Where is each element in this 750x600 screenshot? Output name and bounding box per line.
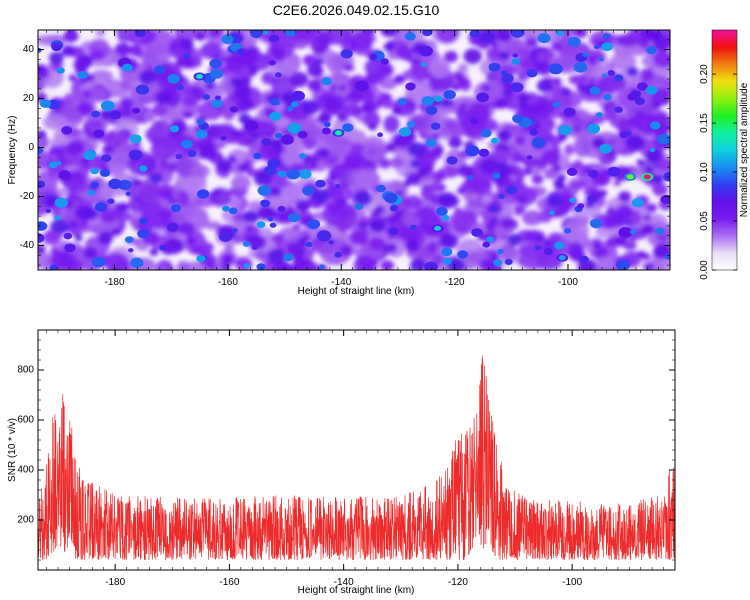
- snr-series-line: [38, 355, 675, 561]
- snr-ticks: -180 -160 -140 -120 -100 200 400 600 800: [17, 329, 676, 588]
- spectrogram-peak-4: [431, 224, 444, 233]
- spectrogram-peak-3: [193, 72, 206, 81]
- spectrogram-peak-5: [556, 253, 569, 262]
- spectrogram-image: [38, 30, 670, 270]
- spectrogram-xtick-label-1: -160: [218, 277, 238, 288]
- colorbar: 0.00 0.05 0.10 0.15 0.20 Normalized spectral…: [699, 29, 750, 280]
- snr-xtick-label-1: -160: [219, 577, 239, 588]
- spectrogram-ytick-label-4: 40: [23, 44, 35, 55]
- colorbar-label: Normalized spectral amplitude: [739, 82, 750, 217]
- spectrogram-panel: -180 -160 -140 -120 -100 -40 -20 0 20 40 Height o…: [7, 29, 671, 297]
- spectrogram-xtick-label-4: -100: [558, 277, 578, 288]
- spectrogram-ytick-label-2: 0: [28, 142, 34, 153]
- spectrogram-xlabel: Height of straight line (km): [298, 286, 415, 297]
- snr-panel: -180 -160 -140 -120 -100 200 400 600 800 Height …: [7, 329, 676, 596]
- snr-xtick-label-0: -180: [105, 577, 125, 588]
- spectrogram-ticks: -180 -160 -140 -120 -100 -40 -20 0 20 40: [20, 29, 671, 288]
- colorbar-tick-label-2: 0.10: [699, 162, 710, 182]
- spectrogram-ylabel: Frequency (Hz): [7, 116, 18, 185]
- snr-xtick-label-3: -120: [448, 577, 468, 588]
- spectrogram-ytick-label-0: -40: [20, 240, 35, 251]
- chart-title: C2E6.2026.049.02.15.G10: [273, 2, 440, 18]
- spectrogram-ytick-label-1: -20: [20, 191, 35, 202]
- spectrogram-xtick-label-3: -120: [445, 277, 465, 288]
- snr-xtick-label-2: -140: [334, 577, 354, 588]
- spectrogram-frame: [37, 29, 671, 271]
- snr-xtick-label-4: -100: [562, 577, 582, 588]
- spectrogram-peak-0: [641, 172, 654, 181]
- snr-ytick-label-2: 600: [17, 415, 34, 426]
- colorbar-tick-label-1: 0.05: [699, 211, 710, 231]
- snr-xlabel: Height of straight line (km): [298, 585, 415, 596]
- spectrogram-xtick-label-2: -140: [331, 277, 351, 288]
- colorbar-tick-label-0: 0.00: [699, 260, 710, 280]
- colorbar-gradient: [711, 29, 738, 271]
- spectrogram-ytick-label-3: 20: [23, 93, 35, 104]
- spectrogram-peak-1: [624, 172, 637, 181]
- spectrogram-peak-2: [332, 128, 345, 137]
- snr-ytick-label-1: 400: [17, 465, 34, 476]
- snr-ylabel: SNR (10 * v/v): [7, 418, 18, 482]
- snr-ytick-label-3: 800: [17, 365, 34, 376]
- snr-ytick-label-0: 200: [17, 515, 34, 526]
- colorbar-tick-label-3: 0.15: [699, 113, 710, 133]
- colorbar-tick-label-4: 0.20: [699, 64, 710, 84]
- spectrogram-xtick-label-0: -180: [105, 277, 125, 288]
- colorbar-ticks: 0.00 0.05 0.10 0.15 0.20: [699, 64, 737, 280]
